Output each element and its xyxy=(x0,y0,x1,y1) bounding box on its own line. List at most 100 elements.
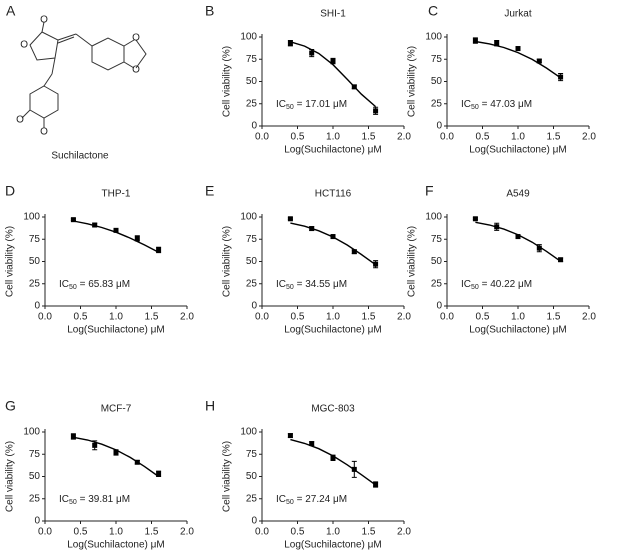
x-tick-label: 0.5 xyxy=(291,132,305,143)
x-tick-label: 0.5 xyxy=(476,312,490,323)
data-point xyxy=(536,58,542,64)
chart-title: MGC-803 xyxy=(311,404,355,415)
panel-label: A xyxy=(6,3,16,19)
annotation-part: IC xyxy=(461,99,471,110)
chart-panel: H MGC-803 0 25 50 75 100 0.0 0.5 1.0 1.5 2.0 Log(Suc… xyxy=(205,398,411,551)
x-tick-label: 2.0 xyxy=(582,312,596,323)
data-point xyxy=(156,471,162,477)
y-axis-label: Cell viability (%) xyxy=(5,441,16,512)
data-point xyxy=(351,249,357,255)
x-tick-label: 1.5 xyxy=(362,312,376,323)
panel-label: E xyxy=(205,183,214,199)
ic50-annotation: IC50 = 27.24 μM xyxy=(276,494,347,506)
data-point xyxy=(134,235,140,241)
data-point xyxy=(494,40,500,46)
data-point xyxy=(472,38,478,44)
y-tick-label: 50 xyxy=(431,76,443,87)
annotation-part: 50 xyxy=(471,104,479,111)
chart-panel: E HCT116 0 25 50 75 100 0.0 0.5 1.0 1.5 2.0 Log(Such… xyxy=(205,183,411,336)
annotation-part: = 47.03 μM xyxy=(479,99,532,110)
data-point xyxy=(70,433,76,439)
y-tick-label: 25 xyxy=(29,493,41,504)
x-tick-label: 1.0 xyxy=(326,132,340,143)
y-tick-label: 0 xyxy=(34,516,40,527)
chart-title: Jurkat xyxy=(504,9,531,20)
annotation-part: 50 xyxy=(471,284,479,291)
annotation-part: = 34.55 μM xyxy=(294,279,347,290)
data-point xyxy=(309,226,315,232)
atom-label: O xyxy=(40,127,48,138)
y-tick-label: 100 xyxy=(240,32,257,43)
x-tick-label: 1.0 xyxy=(511,132,525,143)
panel-label: B xyxy=(205,3,214,19)
panel-label: F xyxy=(425,183,434,199)
data-point xyxy=(330,234,336,240)
x-axis-label: Log(Suchilactone) μM xyxy=(284,325,381,336)
y-tick-label: 25 xyxy=(29,278,41,289)
x-tick-label: 1.5 xyxy=(145,527,159,538)
y-axis-label: Cell viability (%) xyxy=(407,46,418,117)
x-tick-label: 2.0 xyxy=(397,132,411,143)
y-tick-label: 100 xyxy=(240,212,257,223)
chart-panel: D THP-1 0 25 50 75 100 0.0 0.5 1.0 1.5 2.0 Log(Suchi… xyxy=(5,183,195,336)
data-point xyxy=(472,216,478,222)
annotation-part: IC xyxy=(461,279,471,290)
annotation-part: = 65.83 μM xyxy=(77,279,130,290)
x-tick-label: 1.0 xyxy=(511,312,525,323)
y-tick-label: 0 xyxy=(34,301,40,312)
data-point xyxy=(494,224,500,230)
y-axis-label: Cell viability (%) xyxy=(407,226,418,297)
annotation-part: = 40.22 μM xyxy=(479,279,532,290)
y-tick-label: 0 xyxy=(251,121,257,132)
atom-label: O xyxy=(40,15,48,26)
data-point xyxy=(351,84,357,90)
y-tick-label: 25 xyxy=(246,278,258,289)
chart-title: SHI-1 xyxy=(320,9,346,20)
x-axis-label: Log(Suchilactone) μM xyxy=(284,540,381,551)
y-axis-label: Cell viability (%) xyxy=(222,226,233,297)
y-tick-label: 0 xyxy=(436,121,442,132)
y-axis-label: Cell viability (%) xyxy=(5,226,16,297)
data-point xyxy=(92,442,98,448)
x-tick-label: 0.0 xyxy=(38,527,52,538)
chart-panel: G MCF-7 0 25 50 75 100 0.0 0.5 1.0 1.5 2.0 Log(Suchi… xyxy=(5,398,195,551)
y-tick-label: 0 xyxy=(251,301,257,312)
annotation-part: 50 xyxy=(286,499,294,506)
y-tick-label: 0 xyxy=(251,516,257,527)
data-point xyxy=(330,58,336,64)
x-tick-label: 1.5 xyxy=(362,527,376,538)
x-tick-label: 0.0 xyxy=(255,312,269,323)
y-tick-label: 50 xyxy=(246,256,258,267)
data-point xyxy=(92,222,98,228)
data-point xyxy=(351,466,357,472)
x-axis-label: Log(Suchilactone) μM xyxy=(67,540,164,551)
y-tick-label: 25 xyxy=(431,278,443,289)
y-tick-label: 50 xyxy=(29,471,41,482)
y-tick-label: 0 xyxy=(436,301,442,312)
panel-label: D xyxy=(5,183,15,199)
chart-title: A549 xyxy=(506,189,530,200)
annotation-part: = 39.81 μM xyxy=(77,494,130,505)
fit-curve xyxy=(475,40,561,79)
x-tick-label: 1.5 xyxy=(547,132,561,143)
chart-title: HCT116 xyxy=(315,189,352,200)
y-tick-label: 100 xyxy=(425,32,442,43)
annotation-part: = 17.01 μM xyxy=(294,99,347,110)
x-tick-label: 1.5 xyxy=(362,132,376,143)
chart-title: MCF-7 xyxy=(101,404,132,415)
x-tick-label: 0.5 xyxy=(74,312,88,323)
ic50-annotation: IC50 = 40.22 μM xyxy=(461,279,532,291)
data-point xyxy=(558,257,564,263)
atom-label: O xyxy=(132,33,140,44)
chart-panel: C Jurkat 0 25 50 75 100 0.0 0.5 1.0 1.5 2.0 Log(Such… xyxy=(407,3,597,156)
chart-panel: B SHI-1 0 25 50 75 100 0.0 0.5 1.0 1.5 2.0 Log(Suchi… xyxy=(205,3,411,156)
y-tick-label: 25 xyxy=(246,493,258,504)
x-tick-label: 1.0 xyxy=(109,527,123,538)
y-tick-label: 75 xyxy=(246,234,258,245)
annotation-part: IC xyxy=(59,279,69,290)
chart-title: THP-1 xyxy=(102,189,131,200)
structure-caption: Suchilactone xyxy=(51,151,109,162)
structure-panel: A O O O O O O Suchilactone xyxy=(6,3,147,162)
annotation-part: 50 xyxy=(69,499,77,506)
